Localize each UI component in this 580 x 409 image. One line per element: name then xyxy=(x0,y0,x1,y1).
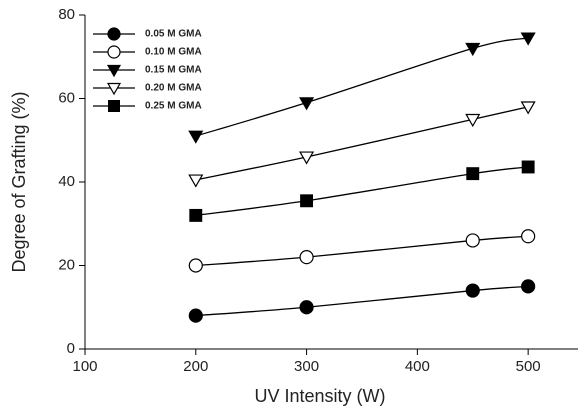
x-axis-title: UV Intensity (W) xyxy=(254,386,385,406)
series-line xyxy=(195,235,529,267)
x-tick-label: 100 xyxy=(72,358,97,375)
point xyxy=(299,300,314,315)
point xyxy=(299,97,315,111)
x-tick-label: 300 xyxy=(294,358,319,375)
series-line xyxy=(195,37,529,137)
legend-label: 0.20 M GMA xyxy=(145,83,202,94)
y-tick-label: 80 xyxy=(58,6,75,23)
point xyxy=(299,250,314,265)
point xyxy=(188,130,204,144)
point xyxy=(521,279,536,294)
legend-label: 0.25 M GMA xyxy=(145,101,202,112)
series-line xyxy=(195,106,529,181)
series-line xyxy=(195,285,529,317)
point xyxy=(188,174,204,188)
legend-label: 0.05 M GMA xyxy=(145,29,202,40)
y-tick-label: 20 xyxy=(58,256,75,273)
point xyxy=(520,32,536,46)
x-tick-label: 400 xyxy=(405,358,430,375)
y-tick-label: 40 xyxy=(58,173,75,190)
series-line xyxy=(195,166,529,217)
legend-label: 0.15 M GMA xyxy=(145,65,202,76)
legend-label: 0.10 M GMA xyxy=(145,47,202,58)
y-axis-title: Degree of Grafting (%) xyxy=(9,91,29,272)
point xyxy=(521,160,535,174)
legend-marker xyxy=(106,64,122,78)
point xyxy=(520,101,536,115)
point xyxy=(188,258,203,273)
point xyxy=(188,308,203,323)
point xyxy=(465,233,480,248)
x-tick-label: 500 xyxy=(516,358,541,375)
x-tick-label: 200 xyxy=(183,358,208,375)
point xyxy=(465,283,480,298)
legend-marker xyxy=(107,99,120,112)
point xyxy=(521,229,536,244)
y-tick-label: 0 xyxy=(67,340,75,357)
point xyxy=(299,151,315,165)
y-tick-label: 60 xyxy=(58,89,75,106)
legend-marker xyxy=(106,82,122,96)
point xyxy=(465,113,481,128)
point xyxy=(465,42,481,57)
point xyxy=(466,167,480,181)
legend-marker xyxy=(107,45,121,59)
point xyxy=(300,194,314,208)
legend-marker xyxy=(107,27,121,41)
point xyxy=(189,208,203,222)
